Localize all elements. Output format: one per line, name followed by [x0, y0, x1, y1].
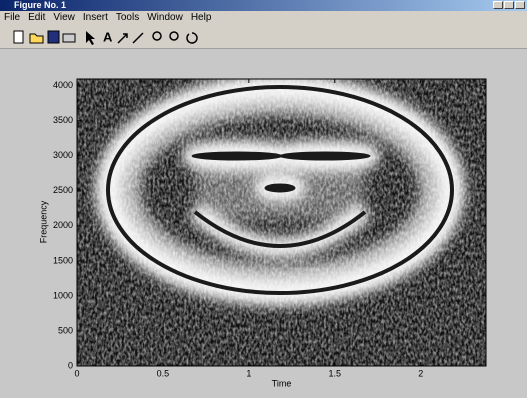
menu-item[interactable]: Tools — [112, 11, 143, 25]
minimize[interactable] — [493, 1, 503, 9]
menu-item[interactable]: Help — [187, 11, 216, 25]
y-tick-label: 1500 — [53, 255, 73, 265]
menu-item[interactable]: Insert — [79, 11, 112, 25]
window-buttons — [493, 1, 525, 9]
y-axis-label: Frequency — [38, 200, 48, 243]
y-tick-label: 500 — [58, 325, 73, 335]
text-icon[interactable]: A — [103, 29, 113, 44]
line-icon[interactable] — [133, 33, 143, 43]
new-icon[interactable] — [14, 31, 23, 43]
figure-window: Figure No. 1 FileEditViewInsertToolsWind… — [0, 0, 527, 398]
x-tick-label: 1.5 — [329, 368, 342, 378]
y-tick-label: 3000 — [53, 150, 73, 160]
window-title: Figure No. 1 — [14, 0, 66, 10]
y-tick-label: 2000 — [53, 220, 73, 230]
spectrogram-image — [77, 79, 486, 366]
zoom-out-icon[interactable] — [170, 32, 178, 40]
rotate-icon[interactable] — [187, 33, 197, 43]
title-bar: Figure No. 1 — [0, 0, 527, 11]
y-tick-label: 2500 — [53, 185, 73, 195]
chart: Time Frequency 0 0.5 1 1.5 2 0 500 1000 1500 2000… — [0, 49, 527, 398]
menu-item[interactable]: File — [0, 11, 24, 25]
y-tick-label: 3500 — [53, 115, 73, 125]
menu-item[interactable]: Edit — [24, 11, 49, 25]
y-tick-label: 1000 — [53, 290, 73, 300]
y-tick-label: 0 — [68, 360, 73, 370]
toolbar-icons: A — [0, 25, 200, 49]
x-tick-label: 1 — [246, 368, 251, 378]
arrow-icon[interactable] — [118, 34, 127, 43]
menu-item[interactable]: Window — [143, 11, 187, 25]
x-axis-label: Time — [272, 378, 292, 388]
select-icon[interactable] — [86, 31, 95, 45]
y-tick-label: 4000 — [53, 80, 73, 90]
x-tick-label: 0.5 — [157, 368, 170, 378]
save-icon[interactable] — [48, 31, 59, 43]
x-tick-label: 2 — [418, 368, 423, 378]
toolbar: A — [0, 25, 527, 49]
menu-item[interactable]: View — [49, 11, 79, 25]
print-icon[interactable] — [63, 34, 75, 42]
x-tick-label: 0 — [74, 368, 79, 378]
zoom-in-icon[interactable] — [153, 32, 161, 40]
maximize[interactable] — [504, 1, 514, 9]
close[interactable] — [515, 1, 525, 9]
open-icon[interactable] — [30, 34, 43, 43]
